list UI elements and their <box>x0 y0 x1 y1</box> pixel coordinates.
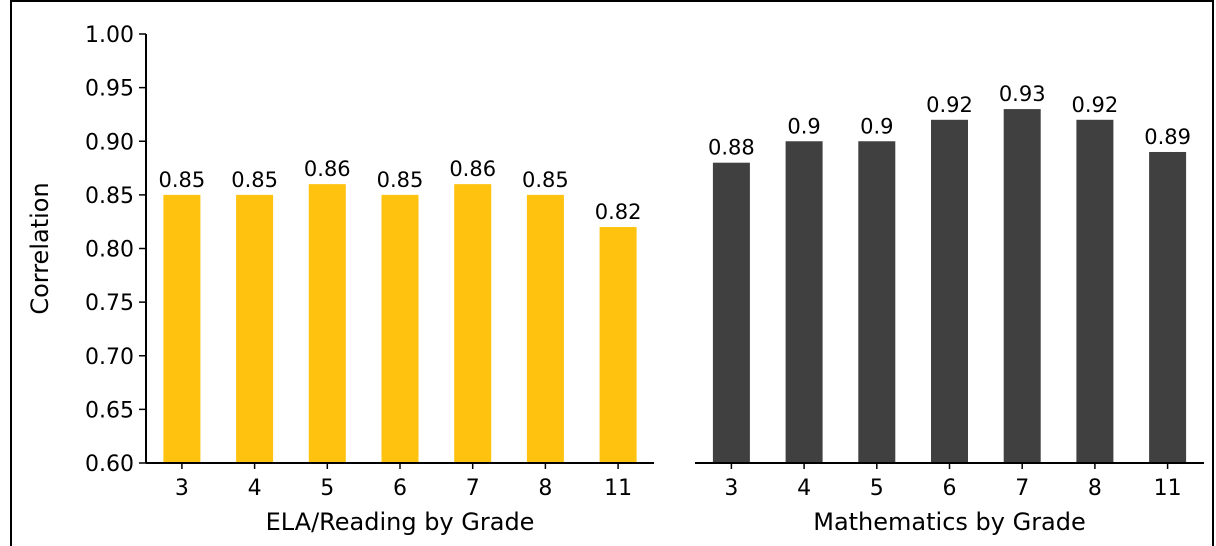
bar-grade-6 <box>381 194 419 463</box>
x-tick-label-4: 4 <box>248 476 262 501</box>
data-label-grade-7: 0.86 <box>449 157 496 181</box>
x-tick-label-7: 7 <box>1015 476 1029 501</box>
data-label-grade-6: 0.92 <box>926 93 973 117</box>
bar-grade-3 <box>163 194 201 463</box>
x-tick-label-6: 6 <box>393 476 407 501</box>
y-tick-label: 0.70 <box>85 345 134 370</box>
x-tick-label-5: 5 <box>870 476 884 501</box>
y-tick-label: 1.00 <box>85 23 134 48</box>
x-tick-label-4: 4 <box>797 476 811 501</box>
y-tick-label: 0.60 <box>85 452 134 477</box>
y-tick-label: 0.65 <box>85 398 134 423</box>
bar-grade-11 <box>599 227 637 463</box>
data-label-grade-4: 0.9 <box>787 114 820 138</box>
y-tick-label: 0.80 <box>85 238 134 263</box>
data-label-grade-3: 0.85 <box>159 168 206 192</box>
data-label-grade-5: 0.86 <box>304 157 351 181</box>
mathematics-panel: 0.88 3 0.9 4 0.9 5 0.92 6 0.93 7 0.92 8 0.89 11 Mathem… <box>695 82 1204 536</box>
x-axis-label: Mathematics by Grade <box>813 508 1086 536</box>
x-tick-label-3: 3 <box>724 476 738 501</box>
data-label-grade-7: 0.93 <box>999 82 1046 106</box>
bar-grade-7 <box>1003 109 1041 463</box>
ela-reading-panel: 0.85 3 0.85 4 0.86 5 0.85 6 0.86 7 0.85 8 0.82 11 ELA/… <box>26 23 654 536</box>
data-label-grade-8: 0.92 <box>1072 93 1119 117</box>
bar-grade-6 <box>931 119 968 464</box>
x-tick-label-7: 7 <box>466 476 480 501</box>
y-tick-label: 0.85 <box>85 184 134 209</box>
data-label-grade-8: 0.85 <box>522 168 569 192</box>
x-tick-label-8: 8 <box>1088 476 1102 501</box>
y-tick-label: 0.95 <box>85 77 134 102</box>
bar-grade-11 <box>1149 151 1187 463</box>
bar-grade-4 <box>236 194 274 463</box>
y-axis-label: Correlation <box>26 182 54 314</box>
x-tick-label-11: 11 <box>1154 476 1182 501</box>
data-label-grade-11: 0.89 <box>1144 125 1191 149</box>
x-tick-label-3: 3 <box>175 476 189 501</box>
x-tick-label-11: 11 <box>604 476 632 501</box>
bar-grade-8 <box>1076 119 1114 464</box>
bar-grade-4 <box>785 141 823 463</box>
bar-grade-5 <box>858 141 896 463</box>
bar-grade-5 <box>308 184 346 463</box>
x-axis-label: ELA/Reading by Grade <box>266 508 535 536</box>
y-tick-label: 0.90 <box>85 130 134 155</box>
x-tick-label-5: 5 <box>320 476 334 501</box>
bar-grade-7 <box>454 184 492 463</box>
data-label-grade-5: 0.9 <box>860 114 893 138</box>
x-tick-label-8: 8 <box>538 476 552 501</box>
data-label-grade-3: 0.88 <box>708 136 755 160</box>
data-label-grade-6: 0.85 <box>377 168 424 192</box>
figure-frame <box>10 0 1214 546</box>
bar-grade-3 <box>712 162 750 463</box>
data-label-grade-11: 0.82 <box>595 200 642 224</box>
bar-grade-8 <box>526 194 564 463</box>
data-label-grade-4: 0.85 <box>231 168 278 192</box>
y-tick-label: 0.75 <box>85 291 134 316</box>
x-tick-label-6: 6 <box>943 476 957 501</box>
